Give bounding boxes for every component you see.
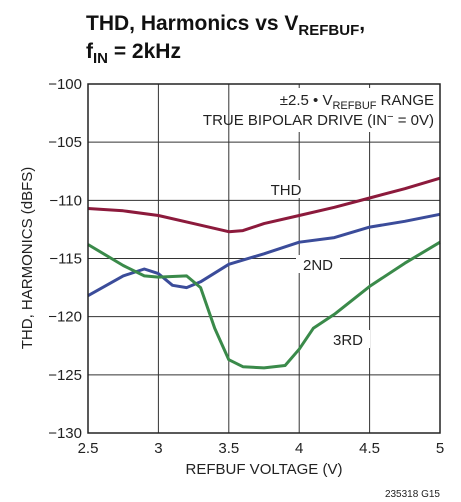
plot: −130 −125 −120 −115 −110 −105 −100 2.5 3 3.5 4 4.5 5… xyxy=(48,76,444,457)
y-tick-label: −115 xyxy=(49,251,82,268)
series-label: THD xyxy=(271,182,302,199)
title-part: , xyxy=(359,12,365,35)
chart-title: THD, Harmonics vs VREFBUF, xyxy=(86,12,365,39)
series-line xyxy=(87,212,441,298)
y-tick-label: −125 xyxy=(48,367,82,384)
annotation-bg xyxy=(250,88,436,132)
annotation-sup: − xyxy=(387,111,393,123)
title-part: f xyxy=(86,40,94,63)
series-line xyxy=(87,240,441,370)
chart-title: fIN = 2kHz xyxy=(86,40,181,67)
x-axis-label: REFBUF VOLTAGE (V) xyxy=(186,461,343,478)
annotation: TRUE BIPOLAR DRIVE (IN− = 0V) xyxy=(203,111,434,129)
x-tick-label: 4.5 xyxy=(359,440,380,457)
x-tick-label: 3 xyxy=(154,440,162,457)
series-label-bg xyxy=(326,330,370,348)
title-part: THD, Harmonics vs V xyxy=(86,12,298,35)
x-tick-label: 2.5 xyxy=(78,440,99,457)
series-label-bg xyxy=(264,180,308,198)
title-part: = 2kHz xyxy=(108,40,181,63)
annotation-part: RANGE xyxy=(376,92,434,109)
y-tick-label: −105 xyxy=(48,134,82,151)
series-line xyxy=(87,176,441,234)
series-label-bg xyxy=(296,255,340,273)
series-label: 3RD xyxy=(333,332,363,349)
y-tick-label: −130 xyxy=(48,425,82,442)
title-sub: IN xyxy=(93,50,108,67)
annotation-part: ±2.5 • V xyxy=(280,92,333,109)
y-tick-label: −100 xyxy=(48,76,82,93)
title-sub: REFBUF xyxy=(298,22,359,39)
annotation: ±2.5 • VREFBUF RANGE xyxy=(280,92,434,112)
x-tick-label: 3.5 xyxy=(218,440,239,457)
plot-frame xyxy=(87,83,441,434)
y-tick-label: −120 xyxy=(48,309,82,326)
series-label: 2ND xyxy=(303,257,333,274)
x-tick-label: 5 xyxy=(436,440,444,457)
annotation-part: TRUE BIPOLAR DRIVE (IN xyxy=(203,112,387,129)
y-axis-label: THD, HARMONICS (dBFS) xyxy=(19,167,36,350)
footnote: 235318 G15 xyxy=(385,489,440,500)
annotation-part: = 0V) xyxy=(394,112,434,129)
annotation-sub: REFBUF xyxy=(332,100,376,112)
y-tick-label: −110 xyxy=(49,192,82,209)
x-tick-label: 4 xyxy=(295,440,303,457)
